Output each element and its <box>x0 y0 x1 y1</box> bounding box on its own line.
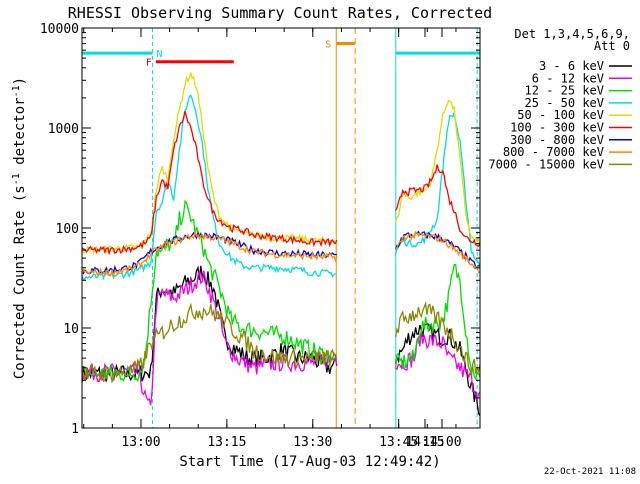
y-tick-label: 1 <box>71 422 79 437</box>
series-line-9 <box>81 301 481 384</box>
chart-title: RHESSI Observing Summary Count Rates, Co… <box>68 4 492 22</box>
legend-label-5: 50 - 100 keV <box>517 108 604 122</box>
x-tick-label: 13:45 <box>379 435 418 450</box>
legend-label-1: 3 - 6 keV <box>539 59 604 73</box>
x-tick-label: 13:00 <box>121 435 160 450</box>
x-tick-label: 13:15 <box>207 435 246 450</box>
legend-label-7: 300 - 800 keV <box>510 133 604 147</box>
series-line-4 <box>81 94 481 281</box>
y-tick-label: 1000 <box>48 122 79 137</box>
annotation-bars: NF S <box>82 39 480 69</box>
y-tick-label: 10 <box>63 322 79 337</box>
y-axis-label: Corrected Count Rate (s-1 detector-1) <box>11 77 28 379</box>
legend-header-detectors: Det 1,3,4,5,6,9, <box>514 27 630 41</box>
series-line-8 <box>81 229 481 278</box>
footer-timestamp: 22-Oct-2021 11:08 <box>544 467 636 477</box>
y-axis-ticks: 1 10 100 1000 10000 <box>40 22 480 437</box>
y-tick-label: 10000 <box>40 22 79 37</box>
x-tick-label: 13:30 <box>293 435 332 450</box>
x-tick-label: 14:00 <box>422 435 461 450</box>
annotation-label-saa: S <box>325 39 331 50</box>
series-line-2 <box>81 270 481 406</box>
y-tick-label: 100 <box>56 222 79 237</box>
y-axis-label-end: ) <box>12 77 28 85</box>
annotation-label-night: N <box>156 49 162 60</box>
y-axis-label-mid: detector <box>12 97 28 173</box>
y-axis-label-sup1: -1 <box>11 173 22 185</box>
legend-label-9: 7000 - 15000 keV <box>488 157 604 171</box>
series-line-6 <box>81 111 481 256</box>
legend-label-8: 800 - 7000 keV <box>503 145 604 159</box>
legend-header-attenuator: Att 0 <box>594 39 630 53</box>
series-line-3 <box>81 199 481 383</box>
legend-label-6: 100 - 300 keV <box>510 121 604 135</box>
legend-label-3: 12 - 25 keV <box>525 84 604 98</box>
annotation-label-flare: F <box>146 58 152 69</box>
x-tick-label: 14:15 <box>405 435 444 450</box>
x-axis-label: Start Time (17-Aug-03 12:49:42) <box>179 454 440 470</box>
legend-label-2: 6 - 12 keV <box>532 71 604 85</box>
y-axis-label-sup2: -1 <box>11 85 22 97</box>
y-axis-label-main: Corrected Count Rate (s <box>12 185 28 379</box>
series-group <box>81 72 481 416</box>
legend-label-4: 25 - 50 keV <box>525 96 604 110</box>
